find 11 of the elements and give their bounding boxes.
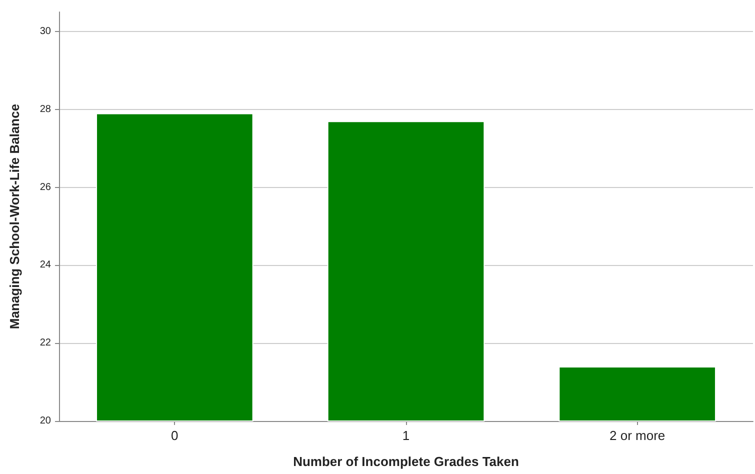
y-tick-label: 30	[40, 26, 52, 37]
y-tick-label: 22	[40, 338, 52, 349]
x-tick-label: 2 or more	[610, 428, 666, 443]
y-tick-label: 26	[40, 182, 52, 193]
y-axis-title: Managing School-Work-Life Balance	[7, 104, 22, 330]
y-tick-label: 28	[40, 104, 52, 115]
x-axis-title: Number of Incomplete Grades Taken	[293, 454, 519, 469]
y-tick-label: 24	[40, 260, 52, 271]
y-tick-label: 20	[40, 416, 52, 426]
x-tick-label: 0	[171, 428, 178, 443]
x-tick-label: 1	[402, 428, 410, 443]
